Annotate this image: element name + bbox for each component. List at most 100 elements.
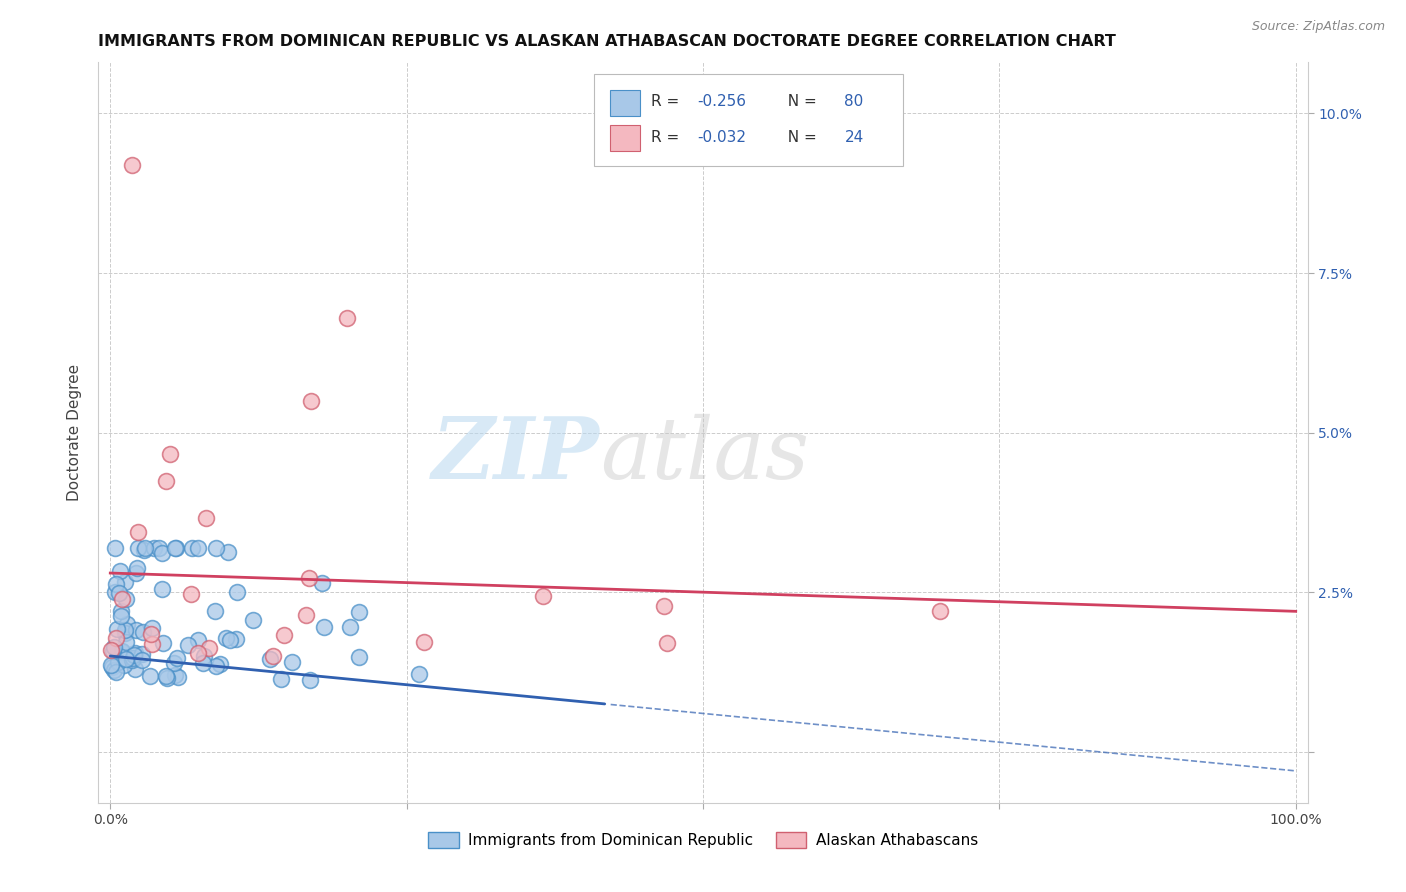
Point [125,566,148,580]
Point [127,541,149,555]
Point [110,604,132,618]
Point [217,545,239,559]
Text: -0.256: -0.256 [697,95,747,109]
Point [103,663,125,677]
Point [204,604,226,618]
Point [336,310,359,325]
Point [132,624,155,639]
Point [104,577,127,591]
Point [104,665,127,680]
Point [193,648,215,663]
Text: IMMIGRANTS FROM DOMINICAN REPUBLIC VS ALASKAN ATHABASCAN DOCTORATE DEGREE CORREL: IMMIGRANTS FROM DOMINICAN REPUBLIC VS AL… [98,34,1116,49]
Point [132,543,155,558]
Point [124,663,146,677]
Point [141,621,163,635]
Point [101,644,124,658]
Point [298,673,321,687]
Point [111,645,134,659]
Point [131,653,153,667]
Point [204,541,226,555]
Point [131,648,153,662]
Point [105,622,128,636]
Point [108,585,131,599]
Point [100,660,122,674]
Point [163,656,186,670]
Point [152,636,174,650]
Point [270,672,292,686]
Point [100,642,122,657]
Point [187,646,209,660]
Point [141,626,163,640]
Point [219,633,242,648]
Point [115,651,138,665]
Point [100,658,122,673]
Text: 24: 24 [845,129,863,145]
Point [141,637,163,651]
Point [347,649,370,664]
Text: N =: N = [778,129,821,145]
Point [125,561,148,575]
Point [148,541,170,555]
FancyBboxPatch shape [610,90,640,116]
Point [111,644,134,658]
Point [121,651,143,665]
Point [103,585,125,599]
Point [121,157,143,171]
Point [165,541,187,555]
Point [122,648,145,663]
Point [125,623,148,637]
Text: R =: R = [651,129,685,145]
Point [114,574,136,589]
Point [195,511,218,525]
Point [311,576,333,591]
Point [187,541,209,555]
Point [412,635,434,649]
Point [408,667,430,681]
Text: 80: 80 [845,95,863,109]
Point [225,632,247,647]
FancyBboxPatch shape [595,73,903,166]
Point [108,564,131,578]
Point [114,625,136,640]
Point [159,446,181,460]
Text: -0.032: -0.032 [697,129,747,145]
Point [139,669,162,683]
Point [298,571,321,585]
Point [127,525,149,540]
Legend: Immigrants from Dominican Republic, Alaskan Athabascans: Immigrants from Dominican Republic, Alas… [422,826,984,855]
Point [187,633,209,648]
Point [214,631,236,645]
Point [652,599,675,614]
Point [134,541,156,555]
Point [929,604,952,618]
Point [657,636,679,650]
Text: Source: ZipAtlas.com: Source: ZipAtlas.com [1251,20,1385,33]
Point [205,659,228,673]
Point [531,589,554,603]
Point [110,608,132,623]
Point [295,608,318,623]
Point [155,474,177,488]
Point [226,585,249,599]
Point [166,650,188,665]
Point [117,616,139,631]
Point [103,640,125,654]
Point [349,605,371,619]
Text: R =: R = [651,95,685,109]
Point [166,670,188,684]
FancyBboxPatch shape [610,126,640,152]
Point [339,619,361,633]
Text: N =: N = [778,95,821,109]
Point [104,631,127,645]
Point [114,591,136,606]
Point [121,653,143,667]
Point [111,592,134,607]
Point [104,541,127,555]
Point [124,646,146,660]
Point [181,541,204,555]
Point [107,656,129,670]
Point [191,657,214,671]
Point [165,668,187,682]
Point [242,613,264,627]
Point [152,546,174,560]
